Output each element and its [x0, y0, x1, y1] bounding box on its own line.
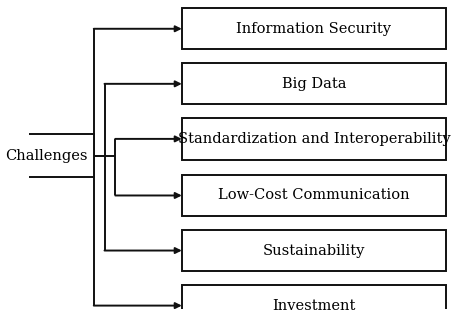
- FancyBboxPatch shape: [182, 118, 446, 160]
- Text: Sustainability: Sustainability: [263, 244, 365, 258]
- FancyBboxPatch shape: [182, 8, 446, 49]
- FancyBboxPatch shape: [182, 285, 446, 316]
- Text: Big Data: Big Data: [282, 77, 346, 91]
- FancyBboxPatch shape: [182, 230, 446, 271]
- Text: Information Security: Information Security: [237, 22, 392, 36]
- Text: Low-Cost Communication: Low-Cost Communication: [218, 188, 410, 203]
- FancyBboxPatch shape: [182, 175, 446, 216]
- FancyBboxPatch shape: [0, 134, 94, 177]
- Text: Standardization and Interoperability: Standardization and Interoperability: [178, 132, 450, 146]
- FancyBboxPatch shape: [182, 63, 446, 105]
- Text: Challenges: Challenges: [5, 149, 88, 163]
- Text: Investment: Investment: [272, 299, 356, 313]
